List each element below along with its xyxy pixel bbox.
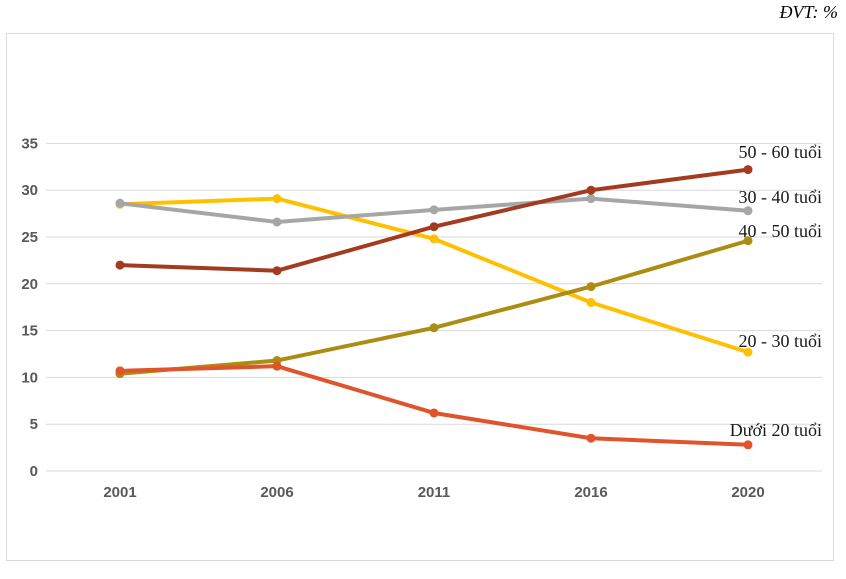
- data-point: [429, 234, 439, 244]
- y-tick-label: 15: [21, 323, 38, 340]
- series-label: Dưới 20 tuổi: [730, 420, 822, 440]
- y-tick-label: 35: [21, 135, 38, 152]
- y-tick-label: 30: [21, 182, 38, 199]
- y-tick-label: 0: [30, 463, 38, 480]
- data-point: [272, 361, 282, 371]
- data-point: [743, 165, 753, 175]
- x-tick-label: 2020: [731, 484, 764, 501]
- data-point: [586, 282, 596, 292]
- series-label: 50 - 60 tuổi: [739, 142, 823, 162]
- data-point: [115, 198, 125, 208]
- data-point: [429, 205, 439, 215]
- series-label: 40 - 50 tuổi: [739, 221, 823, 241]
- data-point: [743, 440, 753, 450]
- data-point: [429, 408, 439, 418]
- data-point: [429, 222, 439, 232]
- data-point: [272, 194, 282, 204]
- x-tick-label: 2016: [574, 484, 607, 501]
- data-point: [586, 185, 596, 195]
- data-point: [743, 347, 753, 357]
- data-point: [115, 366, 125, 376]
- data-point: [272, 266, 282, 276]
- data-point: [743, 236, 753, 246]
- series-label: 20 - 30 tuổi: [739, 331, 823, 351]
- data-point: [743, 206, 753, 216]
- y-tick-label: 25: [21, 229, 38, 246]
- data-point: [586, 433, 596, 443]
- x-tick-label: 2001: [103, 484, 136, 501]
- data-point: [586, 298, 596, 308]
- series-label: 30 - 40 tuổi: [739, 187, 823, 207]
- data-point: [115, 260, 125, 270]
- unit-label: ĐVT: %: [779, 2, 839, 22]
- data-point: [586, 194, 596, 204]
- x-tick-label: 2006: [260, 484, 293, 501]
- x-tick-label: 2011: [418, 484, 451, 501]
- y-tick-label: 10: [21, 369, 38, 386]
- data-point: [429, 323, 439, 333]
- data-point: [272, 217, 282, 227]
- chart-border: [6, 33, 834, 561]
- y-tick-label: 20: [21, 276, 38, 293]
- y-tick-label: 5: [30, 416, 38, 433]
